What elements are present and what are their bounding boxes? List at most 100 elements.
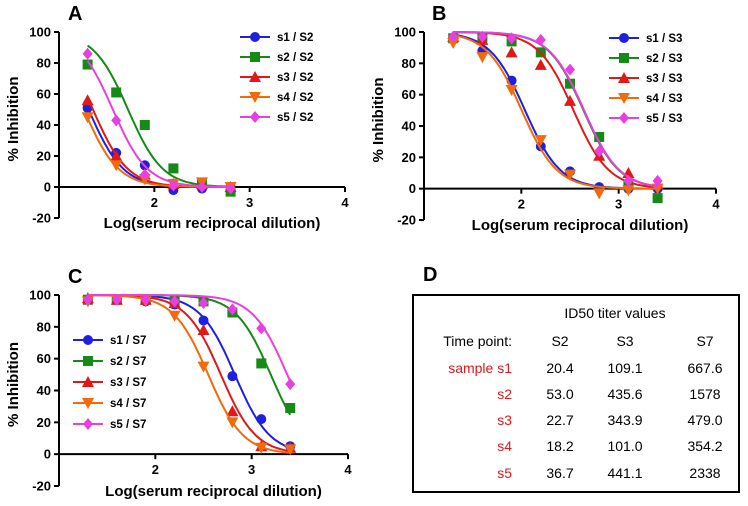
data-point xyxy=(285,378,296,391)
legend-label: s2 / S3 xyxy=(646,53,682,65)
legend-label: s1 / S2 xyxy=(277,32,313,44)
y-tick-label: 0 xyxy=(44,447,51,462)
data-point xyxy=(168,163,179,174)
table-cell: 101.0 xyxy=(607,438,642,454)
data-point xyxy=(285,403,296,414)
legend-label: s2 / S2 xyxy=(277,52,313,64)
table-header-cell: S7 xyxy=(696,333,713,349)
series-s4-s7 xyxy=(81,294,297,456)
data-point xyxy=(534,58,547,70)
fit-curve xyxy=(453,31,658,188)
data-point xyxy=(564,94,576,106)
fit-curve xyxy=(86,106,231,188)
y-tick-label: -20 xyxy=(32,479,51,494)
table-header-cell: S2 xyxy=(551,333,568,349)
legend-marker xyxy=(83,335,93,345)
legend-marker xyxy=(619,33,629,43)
table-row-label: s3 xyxy=(497,412,512,428)
table-border xyxy=(412,294,740,493)
table-cell: 343.9 xyxy=(607,412,642,428)
legend-label: s4 / S7 xyxy=(110,398,146,410)
data-point xyxy=(111,293,122,306)
legend-label: s3 / S2 xyxy=(277,72,313,84)
data-point xyxy=(197,181,207,193)
table-cell: 667.6 xyxy=(687,360,722,376)
legend-marker xyxy=(250,111,260,123)
data-point xyxy=(169,295,180,308)
data-point xyxy=(448,30,459,43)
legend-marker xyxy=(83,356,93,366)
y-tick-label: 20 xyxy=(402,150,416,165)
data-point xyxy=(565,78,575,89)
y-tick-label: 40 xyxy=(37,118,51,133)
panel-a-chart: A -20 0 20 40 60 80 100 2 3 4 % Inhibition Log(serum… xyxy=(5,3,349,232)
data-point xyxy=(197,324,210,336)
data-point xyxy=(255,442,268,454)
table-row-label: s2 xyxy=(497,386,512,402)
table-cell: 109.1 xyxy=(607,360,642,376)
y-tick-label: 40 xyxy=(402,119,416,134)
legend-marker xyxy=(619,53,629,63)
data-point xyxy=(198,296,209,309)
y-tick-label: -20 xyxy=(32,211,51,226)
data-point xyxy=(139,168,150,181)
x-tick-label: 4 xyxy=(344,462,352,477)
table-cell: 20.4 xyxy=(546,360,573,376)
y-tick-label: 60 xyxy=(37,87,51,102)
legend-marker xyxy=(618,93,630,104)
series-s4-s3 xyxy=(447,34,664,200)
data-point xyxy=(256,358,267,369)
y-tick-label: -20 xyxy=(397,213,416,228)
data-point xyxy=(111,114,122,127)
legend-marker xyxy=(249,92,261,103)
data-point xyxy=(622,185,635,197)
fit-curve xyxy=(87,294,292,382)
y-tick-label: 0 xyxy=(44,180,51,195)
data-point xyxy=(593,188,606,200)
y-tick-label: 100 xyxy=(394,25,416,40)
y-tick-label: 100 xyxy=(29,25,51,40)
legend-marker xyxy=(249,71,261,82)
panel-d-table: D ID50 titer values Time point: S2 S3 S7 sam… xyxy=(412,264,740,493)
series-s4-s2 xyxy=(81,112,237,193)
data-point xyxy=(652,174,663,187)
data-point xyxy=(168,310,181,322)
legend-label: s3 / S7 xyxy=(110,377,146,389)
data-point xyxy=(140,293,151,306)
series-s5-s2 xyxy=(82,47,236,195)
data-point xyxy=(168,179,179,192)
data-point xyxy=(477,30,488,43)
panel-letter-c: C xyxy=(68,266,82,288)
data-point xyxy=(81,94,94,106)
data-point xyxy=(225,182,236,195)
data-point xyxy=(226,417,239,429)
data-point xyxy=(623,174,634,187)
legend-label: s3 / S3 xyxy=(646,73,682,85)
data-point xyxy=(110,150,123,161)
x-axis-label: Log(serum reciprocal dilution) xyxy=(104,215,321,232)
x-tick-label: 2 xyxy=(151,195,158,210)
data-point xyxy=(447,37,460,49)
table-row-label: s5 xyxy=(497,465,512,481)
legend-marker xyxy=(83,418,93,430)
y-tick-label: 20 xyxy=(37,415,51,430)
table-cell: 2338 xyxy=(689,465,720,481)
table-body: Time point: S2 S3 S7 sample s1 20.4 109.1 667.6… xyxy=(443,333,722,481)
y-tick-label: 80 xyxy=(37,319,51,334)
y-tick-label: 0 xyxy=(409,181,416,196)
x-axis-label: Log(serum reciprocal dilution) xyxy=(105,483,322,500)
legend-label: s4 / S2 xyxy=(277,92,313,104)
series-s5-s7 xyxy=(82,293,296,391)
data-point xyxy=(506,32,517,45)
data-point xyxy=(535,33,546,46)
data-point xyxy=(226,405,239,417)
table-cell: 22.7 xyxy=(546,412,573,428)
fit-curve xyxy=(87,294,292,416)
x-tick-label: 2 xyxy=(152,462,159,477)
table-cell: 479.0 xyxy=(687,412,722,428)
data-point xyxy=(82,59,93,70)
legend-marker xyxy=(618,72,630,83)
legend-label: s4 / S3 xyxy=(646,93,682,105)
y-tick-label: 40 xyxy=(37,383,51,398)
y-tick-label: 60 xyxy=(402,87,416,102)
